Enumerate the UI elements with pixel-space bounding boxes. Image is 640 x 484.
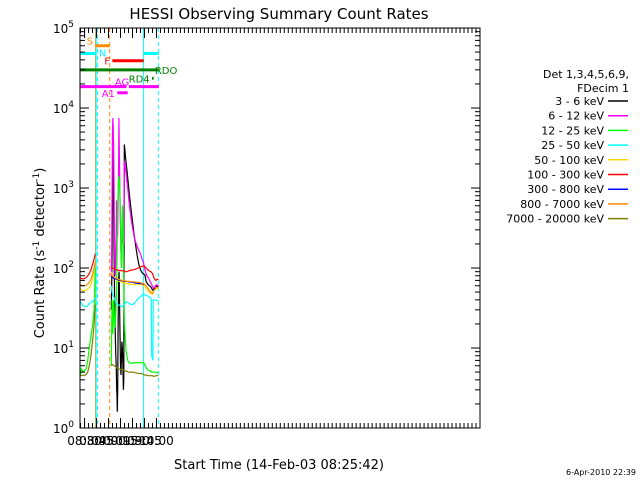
x-tick-label-0: 08:30 — [67, 434, 102, 448]
x-tick-label-1: 08:45 — [79, 434, 114, 448]
y-tick-label-base: 10 — [53, 342, 68, 356]
series-line-4 — [80, 261, 159, 295]
series-line-1 — [110, 117, 159, 290]
x-tick-label-5: 09:45 — [127, 434, 162, 448]
chart-title: HESSI Observing Summary Count Rates — [129, 5, 428, 23]
y-tick-label-0: 100 — [53, 420, 74, 436]
flag-label-a1: A1 — [102, 89, 115, 100]
legend-header-line-2: FDecim 1 — [577, 82, 629, 95]
series-line-8 — [80, 304, 159, 378]
y-axis-label-mid: detector — [33, 181, 48, 241]
date-stamp: 6-Apr-2010 22:39 — [566, 468, 636, 477]
x-tick-label-6: 10:00 — [139, 434, 174, 448]
x-axis-label: Start Time (14-Feb-03 08:25:42) — [174, 458, 384, 473]
y-tick-label-exp: 2 — [68, 260, 74, 270]
series-line-2 — [80, 176, 159, 376]
y-tick-label-base: 10 — [53, 102, 68, 116]
flag-label-f: F — [104, 57, 110, 68]
y-axis-label-main: Count Rate (s — [33, 250, 48, 339]
y-tick-label-2: 102 — [53, 260, 74, 276]
y-axis-label-exp2: -1 — [32, 173, 42, 182]
y-tick-label-exp: 0 — [68, 420, 74, 430]
flag-label-ag: AG — [115, 78, 129, 89]
y-tick-label-base: 10 — [53, 422, 68, 436]
y-tick-label-exp: 1 — [68, 340, 74, 350]
y-tick-label-1: 101 — [53, 340, 74, 356]
y-axis-label-exp1: -1 — [32, 241, 42, 250]
legend-header-line-1: Det 1,3,4,5,6,9, — [543, 68, 629, 81]
flag-label-n: N — [99, 49, 106, 60]
legend-label-2: 12 - 25 keV — [541, 124, 604, 137]
legend-label-6: 300 - 800 keV — [527, 183, 604, 196]
y-tick-label-base: 10 — [53, 262, 68, 276]
flag-label-s: S — [87, 37, 93, 48]
legend-label-7: 800 - 7000 keV — [520, 198, 604, 211]
series-line-3 — [80, 285, 159, 361]
x-tick-label-3: 09:15 — [103, 434, 138, 448]
legend-label-5: 100 - 300 keV — [527, 169, 604, 182]
y-tick-label-4: 104 — [53, 100, 74, 116]
legend-label-8: 7000 - 20000 keV — [506, 213, 604, 226]
series-line-0 — [110, 144, 159, 412]
y-tick-label-base: 10 — [53, 182, 68, 196]
legend-label-1: 6 - 12 keV — [548, 110, 604, 123]
y-tick-label-5: 105 — [53, 20, 74, 36]
plot-area — [80, 28, 159, 428]
x-tick-label-4: 09:30 — [115, 434, 150, 448]
y-tick-label-exp: 4 — [68, 100, 74, 110]
legend-label-4: 50 - 100 keV — [534, 154, 604, 167]
legend-label-3: 25 - 50 keV — [541, 139, 604, 152]
flag-label-rd4: RD4 — [129, 74, 150, 85]
y-tick-label-exp: 5 — [68, 20, 74, 30]
y-axis-label-end: ) — [33, 168, 48, 173]
flag-label-rdo: RDO — [155, 66, 178, 77]
y-tick-label-3: 103 — [53, 180, 74, 196]
legend-label-0: 3 - 6 keV — [555, 95, 604, 108]
y-tick-label-base: 10 — [53, 22, 68, 36]
y-tick-label-exp: 3 — [68, 180, 74, 190]
y-axis-label: Count Rate (s-1 detector-1) — [32, 168, 48, 339]
x-tick-label-2: 09:00 — [91, 434, 126, 448]
series-line-5 — [80, 253, 159, 282]
